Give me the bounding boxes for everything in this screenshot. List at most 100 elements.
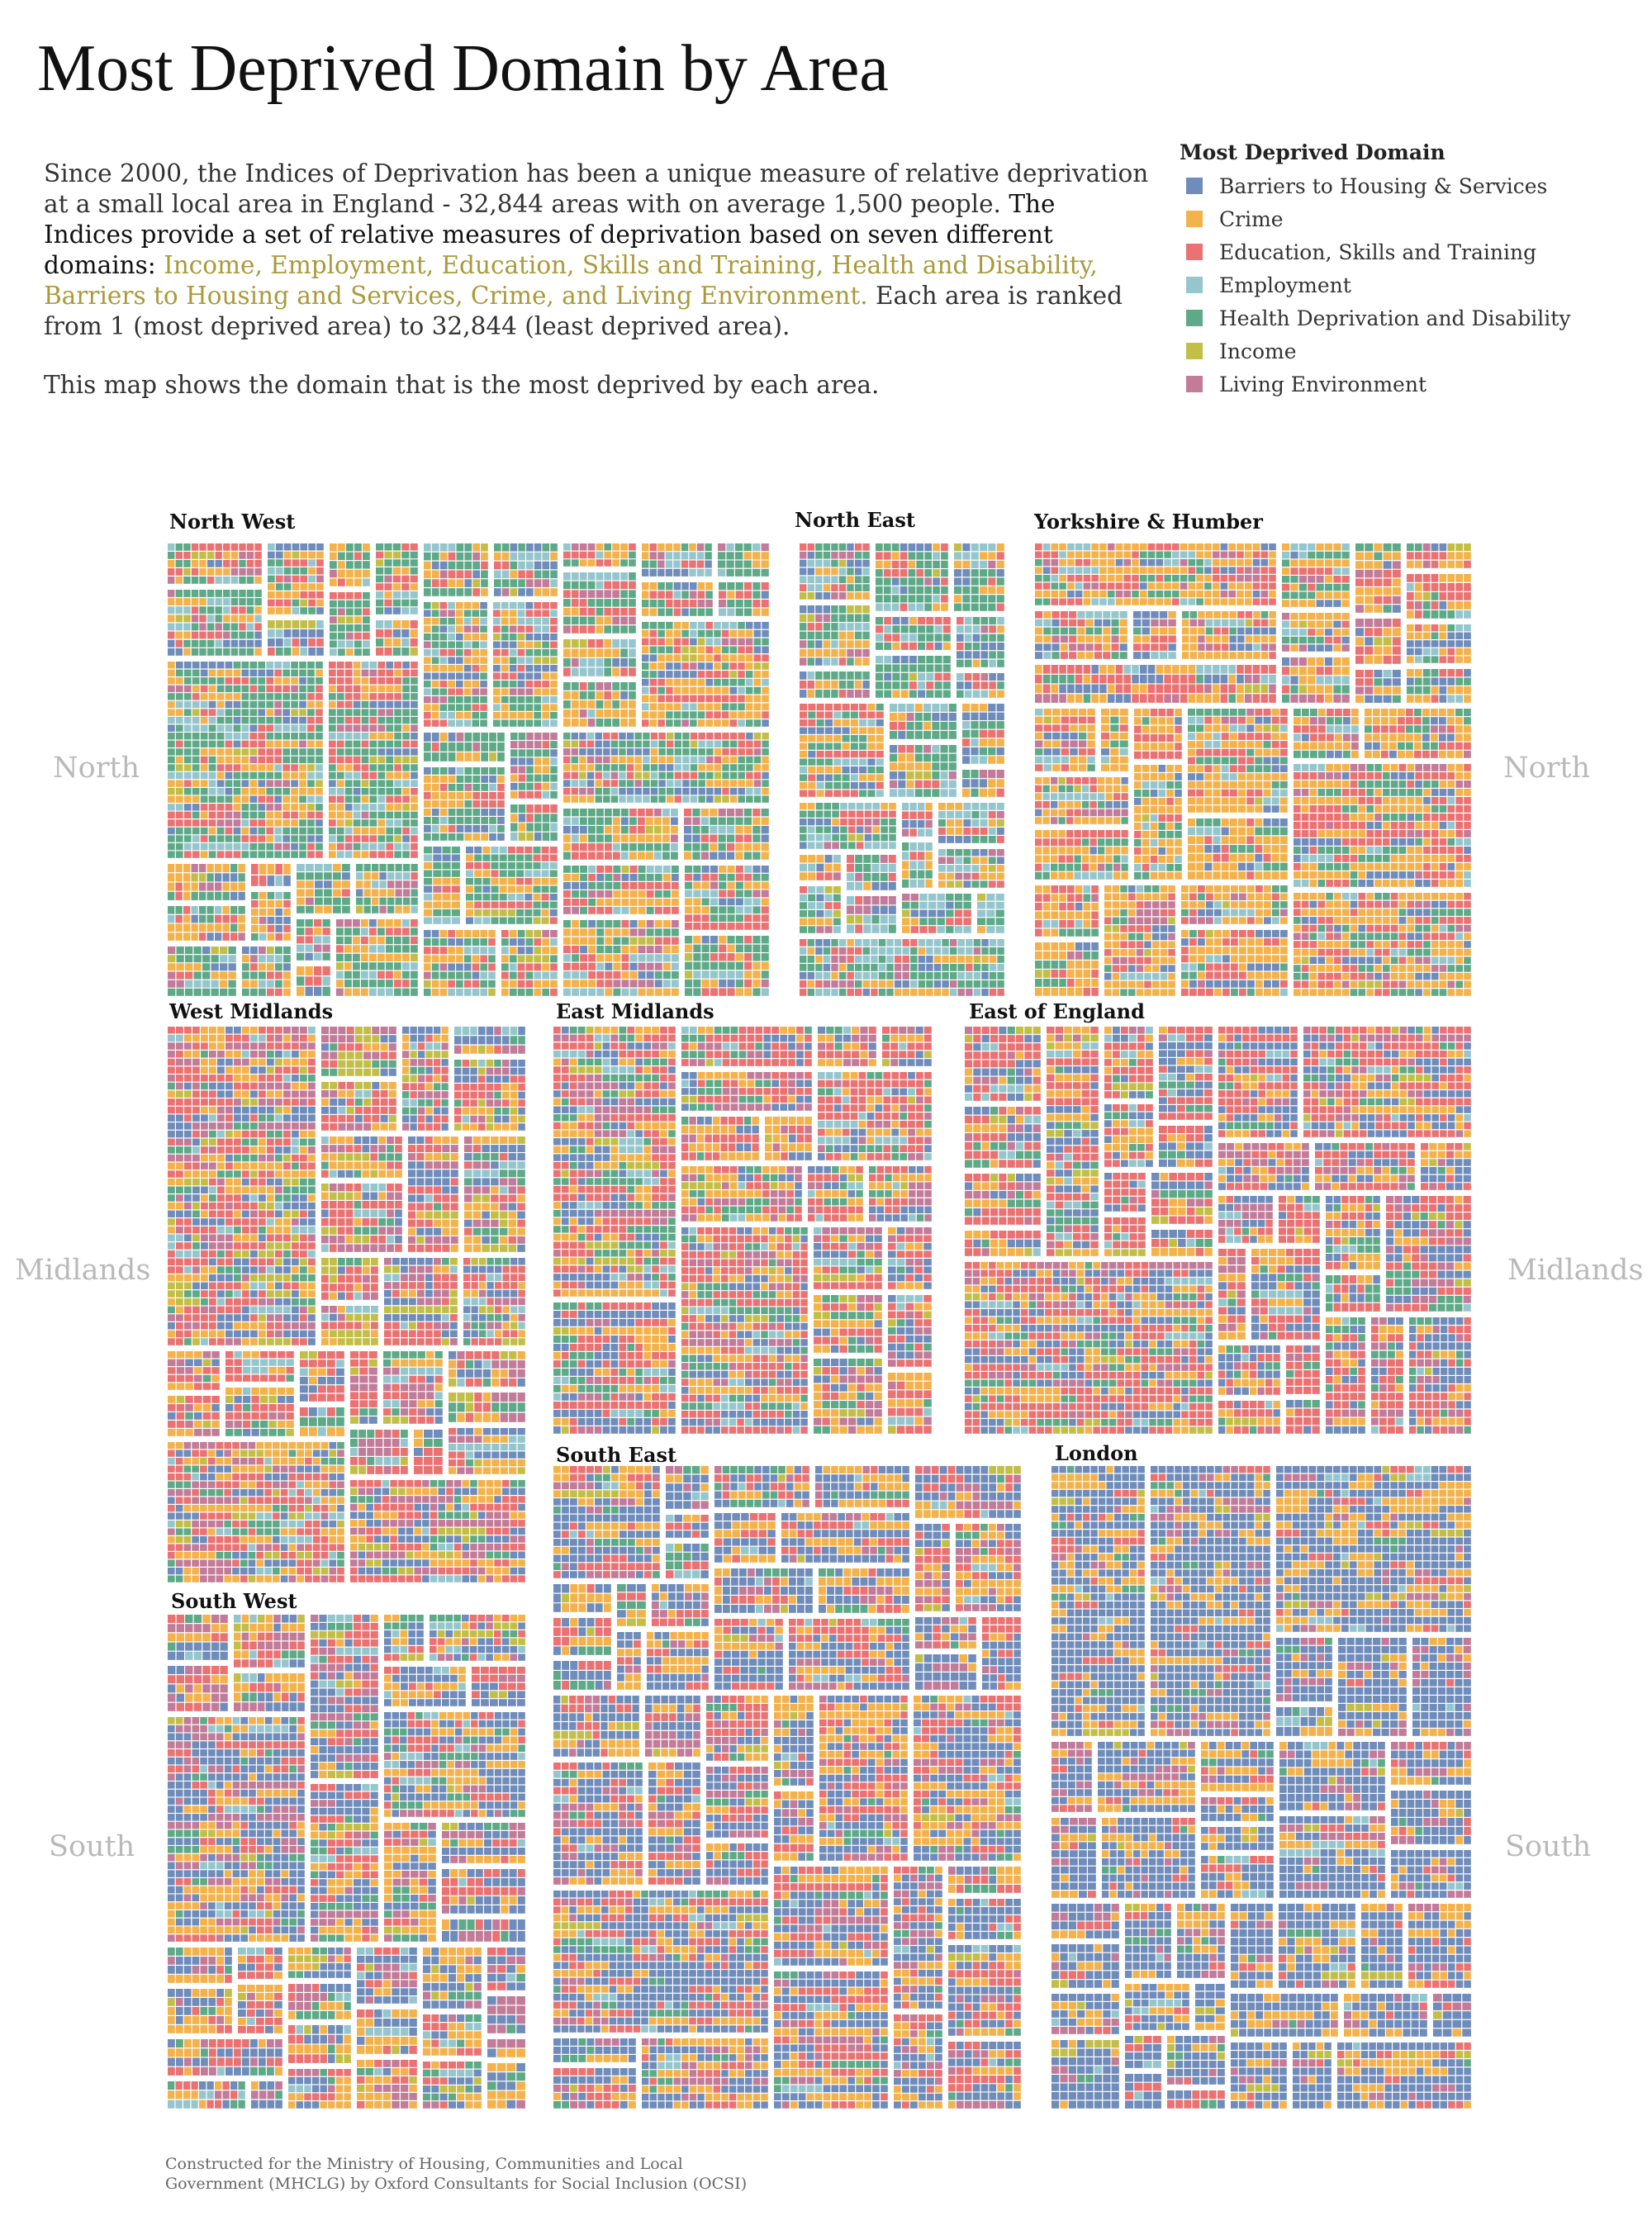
area-cell	[480, 963, 487, 971]
area-cell	[480, 665, 487, 672]
area-cell	[698, 787, 705, 795]
area-cell	[642, 671, 649, 678]
local-authority-block	[466, 847, 558, 924]
local-authority-block	[493, 602, 558, 727]
area-cell	[831, 690, 838, 698]
area-cell	[377, 709, 386, 716]
area-cell	[996, 712, 1004, 720]
area-cell	[200, 700, 208, 709]
area-cell	[738, 756, 745, 764]
area-cell	[855, 956, 862, 963]
area-cell	[980, 560, 988, 568]
area-cell	[815, 671, 823, 680]
area-cell	[549, 917, 558, 924]
area-cell	[824, 711, 833, 719]
area-cell	[876, 790, 884, 797]
area-cell	[761, 591, 769, 599]
area-cell	[363, 648, 370, 656]
area-cell	[649, 543, 657, 552]
area-cell	[463, 641, 472, 648]
area-cell	[501, 657, 509, 664]
area-cell	[241, 788, 249, 795]
area-cell	[662, 954, 671, 962]
area-cell	[563, 882, 571, 890]
area-cell	[472, 665, 480, 672]
area-cell	[1147, 543, 1156, 551]
area-cell	[517, 641, 525, 648]
area-cell	[997, 617, 1004, 625]
area-cell	[1042, 551, 1051, 558]
area-cell	[344, 693, 353, 700]
area-cell	[254, 552, 262, 559]
area-cell	[354, 648, 362, 656]
area-cell	[329, 724, 336, 732]
area-cell	[808, 910, 816, 918]
area-cell	[377, 919, 385, 928]
area-cell	[612, 667, 620, 676]
area-cell	[316, 827, 323, 835]
area-cell	[394, 962, 401, 970]
area-cell	[872, 834, 881, 842]
area-cell	[800, 834, 807, 842]
area-cell	[684, 809, 692, 817]
area-cell	[693, 923, 701, 930]
area-cell	[932, 762, 940, 771]
area-cell	[662, 890, 671, 898]
area-cell	[718, 552, 726, 560]
area-cell	[586, 771, 595, 780]
area-cell	[510, 790, 518, 799]
area-cell	[997, 673, 1004, 681]
area-cell	[621, 937, 629, 945]
area-cell	[572, 954, 579, 962]
area-cell	[831, 605, 838, 614]
area-cell	[886, 947, 894, 955]
area-cell	[580, 962, 587, 970]
area-cell	[424, 971, 431, 980]
area-cell	[499, 885, 507, 893]
area-cell	[372, 889, 379, 897]
area-cell	[474, 878, 482, 885]
area-cell	[501, 570, 510, 579]
area-cell	[474, 862, 482, 870]
area-cell	[942, 681, 951, 690]
area-cell	[439, 825, 448, 833]
area-cell	[902, 852, 909, 861]
area-cell	[662, 988, 671, 996]
area-cell	[988, 770, 996, 779]
area-cell	[831, 567, 838, 576]
area-cell	[274, 662, 282, 669]
area-cell	[563, 899, 571, 906]
area-cell	[251, 917, 259, 924]
area-cell	[191, 873, 198, 882]
area-cell	[685, 988, 693, 996]
area-cell	[971, 721, 979, 729]
area-cell	[815, 605, 823, 614]
area-cell	[206, 598, 215, 605]
area-cell	[572, 882, 579, 890]
area-cell	[891, 595, 900, 603]
area-cell	[729, 748, 738, 756]
area-cell	[377, 980, 385, 988]
area-cell	[239, 560, 246, 567]
area-cell	[719, 608, 727, 616]
area-cell	[517, 618, 525, 625]
area-cell	[275, 933, 282, 941]
area-cell	[386, 795, 394, 803]
area-cell	[456, 696, 463, 704]
area-cell	[424, 743, 431, 752]
area-cell	[215, 552, 222, 559]
area-cell	[191, 623, 199, 631]
area-cell	[662, 882, 671, 890]
area-cell	[962, 603, 971, 611]
area-cell	[291, 795, 298, 803]
area-cell	[439, 784, 448, 791]
area-cell	[369, 669, 377, 676]
area-cell	[297, 986, 305, 996]
area-cell	[403, 897, 411, 905]
area-cell	[363, 872, 371, 880]
area-cell	[525, 909, 533, 917]
area-cell	[681, 622, 689, 629]
area-cell	[175, 677, 183, 685]
area-cell	[401, 575, 410, 583]
area-cell	[816, 751, 824, 758]
